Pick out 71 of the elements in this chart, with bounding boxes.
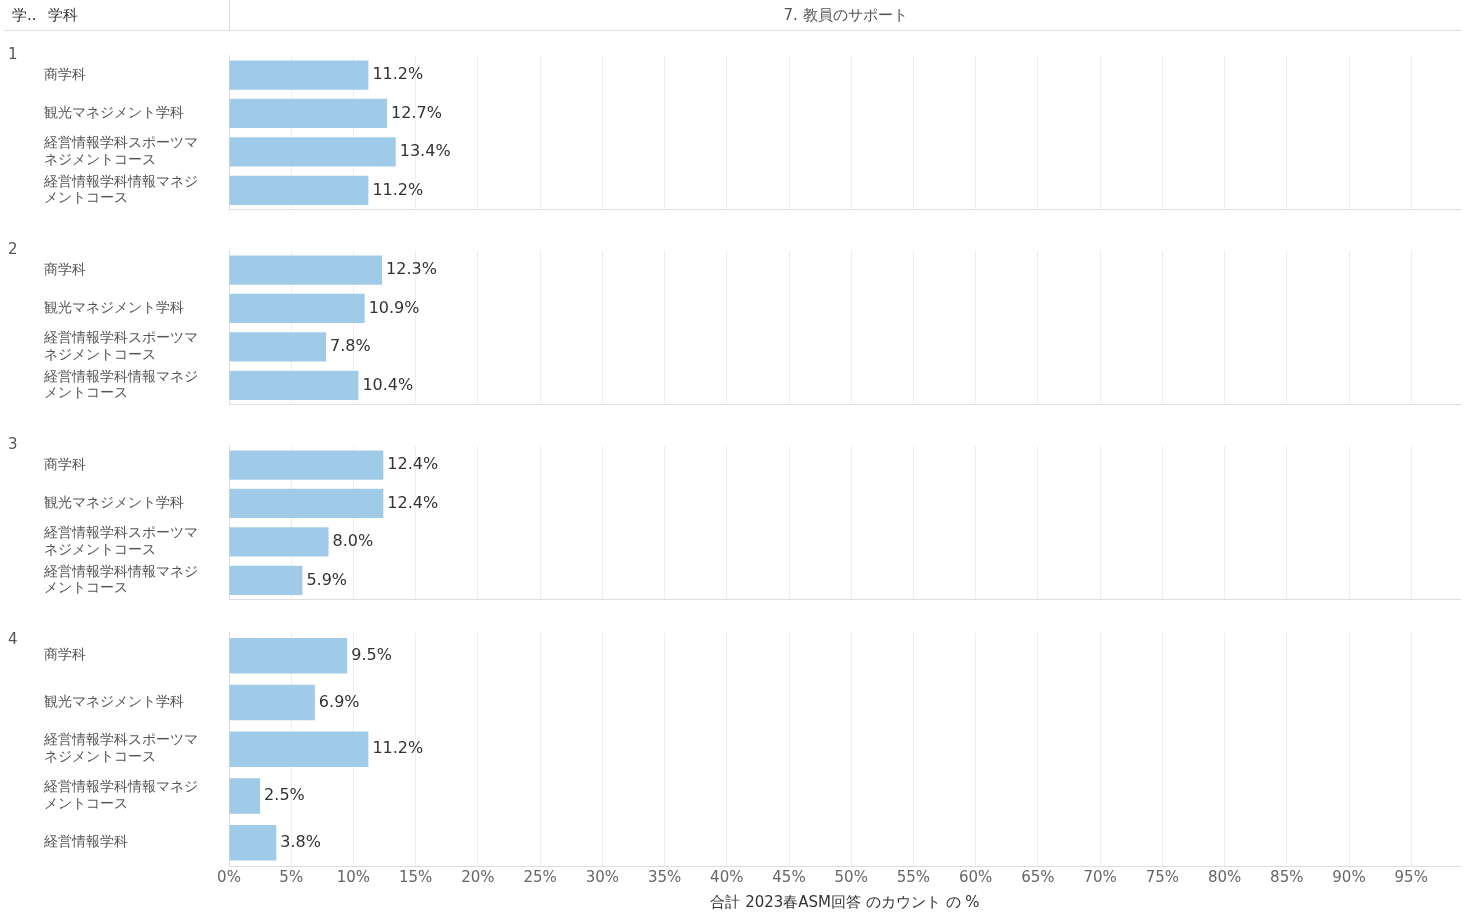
data-label: 3.8% [280,831,321,851]
x-tick-label: 35% [647,867,682,886]
bar [229,255,383,285]
bar [229,370,359,400]
data-label: 11.2% [372,179,424,199]
text: 1 [7,44,19,65]
data-label: 13.4% [399,141,451,161]
x-tick-label: 25% [523,867,557,886]
y-tick-label: 経営情報学科スポーツマネジメントコース [43,731,198,765]
text: 3 [7,434,19,455]
x-tick-label: 65% [1021,867,1055,886]
x-tick-label: 85% [1270,867,1304,886]
data-label: 10.9% [368,297,420,317]
text: 4 [7,629,19,650]
y-tick-label: 観光マネジメント学科 [44,693,184,710]
x-tick-label: 80% [1207,867,1242,886]
data-label: 2.5% [264,785,305,805]
x-tick-label: 20% [461,867,495,886]
x-tick-label: 40% [710,867,744,886]
data-label: 8.0% [332,531,374,551]
x-tick-label: 60% [958,867,993,886]
y-tick-label: 観光マネジメント学科 [44,494,184,511]
data-label: 12.4% [387,454,439,474]
y-tick-label: 経営情報学科情報マネジメントコース [43,172,198,206]
text: 学.. [11,5,38,25]
bar [229,293,365,324]
x-tick-label: 15% [398,867,433,886]
data-label: 12.3% [386,259,437,279]
x-axis-title: 合計 2023春ASM回答 のカウント の % [710,892,980,911]
data-label: 12.7% [391,102,442,122]
x-tick-label: 70% [1083,867,1117,886]
bar [229,731,369,767]
bar [229,824,277,861]
y-tick-label: 経営情報学科 [43,833,128,850]
y-tick-label: 商学科 [44,65,86,82]
y-tick-label: 商学科 [44,260,86,277]
data-label: 10.4% [362,374,414,394]
text: 学科 [48,5,79,25]
data-label: 11.2% [372,64,424,84]
x-tick-label: 5% [279,867,304,886]
x-tick-label: 30% [585,867,620,886]
y-tick-label: 経営情報学科情報マネジメントコース [43,778,198,811]
text: 7. 教員のサポート [229,0,1461,30]
bar [229,684,315,721]
y-tick-label: 経営情報学科スポーツマネジメントコース [43,329,198,362]
data-label: 11.2% [372,738,424,758]
x-tick-label: 95% [1394,867,1428,886]
y-tick-label: 経営情報学科情報マネジメントコース [43,562,198,596]
x-tick-label: 50% [834,867,868,886]
y-tick-label: 経営情報学科スポーツマネジメントコース [43,524,198,557]
data-label: 6.9% [318,691,360,711]
data-label: 7.8% [330,336,371,356]
y-tick-label: 経営情報学科スポーツマネジメントコース [43,134,198,167]
text: 2 [7,239,19,260]
y-tick-label: 商学科 [44,646,86,663]
y-tick-label: 観光マネジメント学科 [44,299,184,316]
bar [229,778,261,814]
y-tick-label: 経営情報学科情報マネジメントコース [43,367,198,401]
x-tick-label: 75% [1145,867,1180,886]
x-tick-label: 55% [896,867,931,886]
bar [229,332,327,362]
bar [229,638,348,674]
x-tick-label: 10% [336,867,371,886]
y-tick-label: 観光マネジメント学科 [44,104,184,121]
x-tick-label: 45% [772,867,806,886]
data-label: 5.9% [306,569,348,589]
data-label: 9.5% [351,644,392,664]
x-tick-label: 0% [217,867,241,886]
y-tick-label: 商学科 [44,455,86,472]
x-tick-label: 90% [1332,867,1366,886]
data-label: 12.4% [387,492,439,512]
